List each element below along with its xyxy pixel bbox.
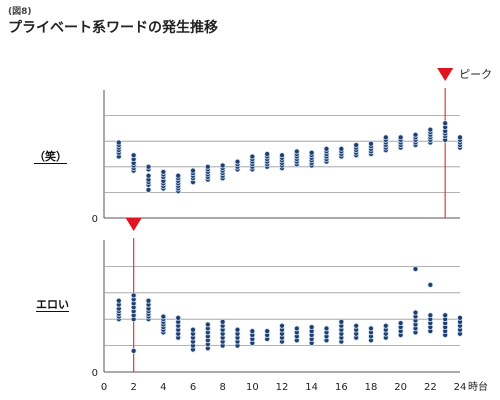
data-point (130, 152, 137, 159)
data-point (145, 297, 152, 304)
y-zero-label: 0 (92, 368, 98, 379)
x-tick-label: 18 (365, 382, 378, 393)
peak-marker-icon (125, 218, 142, 231)
x-tick-label: 6 (190, 382, 196, 393)
data-point (204, 163, 211, 170)
data-point (234, 158, 241, 165)
data-point (308, 324, 315, 331)
data-point (130, 347, 137, 354)
x-tick-label: 10 (246, 382, 259, 393)
data-point (204, 321, 211, 328)
peak-label: ピーク (459, 68, 492, 81)
data-point (279, 152, 285, 159)
peak-marker-icon (437, 68, 454, 81)
data-point (353, 142, 360, 148)
x-tick-label: 22 (424, 382, 437, 393)
x-tick-label: 16 (335, 382, 348, 393)
data-point (323, 325, 330, 332)
data-point (145, 186, 152, 193)
x-tick-label: 14 (305, 382, 318, 393)
data-point (160, 169, 167, 175)
data-point (368, 140, 374, 147)
data-point (412, 309, 419, 316)
data-point (308, 149, 315, 156)
y-zero-label: 0 (92, 214, 98, 225)
data-point (115, 139, 122, 146)
data-point (442, 120, 449, 127)
panel-label-warai: （笑） (34, 150, 67, 163)
data-point (175, 314, 182, 321)
data-point (368, 325, 374, 332)
x-tick-label: 12 (276, 382, 289, 393)
data-point (115, 297, 122, 304)
data-point (249, 153, 256, 160)
data-point (353, 322, 360, 329)
data-point (279, 322, 285, 329)
data-point (130, 292, 137, 299)
data-point (442, 312, 449, 319)
data-point (457, 314, 463, 321)
data-point (293, 325, 300, 332)
data-point (190, 326, 196, 333)
data-point (190, 167, 196, 174)
data-point (249, 328, 256, 334)
data-point (427, 281, 434, 288)
figure-tag: (図8) (8, 7, 32, 17)
data-point (397, 320, 404, 327)
data-point (160, 313, 167, 320)
data-point (293, 148, 300, 155)
data-point (219, 318, 226, 325)
x-tick-label: 8 (219, 382, 225, 393)
data-point (412, 266, 419, 272)
data-point (264, 328, 271, 334)
data-point (427, 312, 434, 319)
data-point (219, 162, 226, 169)
data-point (264, 151, 271, 157)
data-point (457, 134, 463, 141)
data-point (338, 318, 345, 325)
data-point (382, 322, 389, 329)
x-axis-unit: 時台 (468, 380, 488, 393)
data-point (323, 145, 330, 152)
x-tick-label: 4 (160, 382, 166, 393)
x-tick-label: 2 (130, 382, 136, 393)
x-tick-label: 0 (101, 382, 107, 393)
data-point (427, 126, 434, 133)
x-tick-label: 24 (454, 382, 467, 393)
data-point (412, 131, 419, 138)
data-point (338, 145, 345, 152)
data-point (145, 163, 152, 170)
data-point (175, 172, 182, 179)
panel-label-eroi: エロい (36, 298, 69, 311)
data-point (382, 134, 389, 141)
data-point (397, 134, 404, 141)
figure-title: プライベート系ワードの発生推移 (8, 20, 218, 36)
x-tick-label: 20 (394, 382, 407, 393)
data-point (145, 172, 152, 179)
data-point (234, 326, 241, 333)
